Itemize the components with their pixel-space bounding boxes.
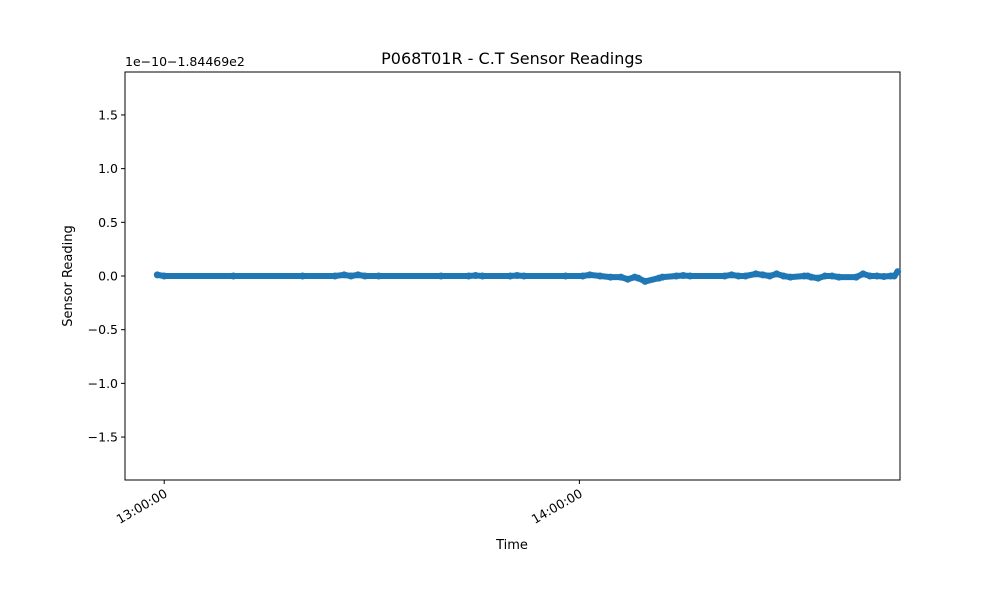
data-point [852,273,860,281]
data-point [814,274,822,282]
data-point [617,273,625,281]
data-point [520,272,528,280]
data-point [160,272,168,280]
data-point [742,272,749,280]
data-point [866,272,874,280]
data-point [579,272,587,280]
data-point [229,272,237,280]
data-point [331,272,339,280]
chart-title: P068T01R - C.T Sensor Readings [381,49,643,68]
data-point [873,272,881,280]
data-point [437,272,445,280]
data-point [354,271,362,279]
y-tick-label: 1.0 [98,161,118,176]
y-tick-label: −1.0 [88,376,118,391]
y-tick-label: −0.5 [88,322,118,337]
data-point [472,272,480,279]
data-point [759,271,767,279]
data-point [672,272,680,280]
data-point [721,272,729,280]
data-point [562,272,570,280]
y-tick-label: 0.5 [98,215,118,230]
data-point [586,271,594,279]
y-axis-label: Sensor Reading [61,225,76,326]
data-point [506,272,514,280]
x-tick-label: 13:00:00 [114,486,170,527]
data-point [658,273,666,281]
data-point [773,270,781,278]
data-point [880,273,888,280]
data-point [641,277,649,285]
y-tick-label: 1.5 [98,107,118,122]
x-axis-label: Time [495,538,528,553]
y-tick-label: −1.5 [88,430,118,445]
data-point [780,272,787,280]
data-point [821,272,829,280]
data-point [153,271,161,279]
data-point [299,272,307,280]
data-point [766,272,774,280]
data-point [859,270,867,278]
data-point [735,272,742,280]
data-point [752,270,760,278]
data-point [596,272,604,280]
data-point [624,275,632,283]
data-point [679,272,687,279]
data-point [786,273,794,281]
data-point [347,272,355,280]
data-point [686,272,694,280]
data-point [634,274,642,282]
data-point [728,271,736,279]
data-point [375,272,383,280]
series-layer [153,268,902,285]
y-tick-label: 0.0 [98,269,118,284]
data-point [340,271,348,279]
y-offset-text: 1e−10−1.84469e2 [125,54,245,69]
data-point [894,268,902,276]
data-point [465,272,473,280]
x-tick-label: 14:00:00 [529,486,585,527]
data-point [361,272,369,280]
y-axis-ticks: −1.5 −1.0 −0.5 0.0 0.5 1.0 1.5 [88,107,125,445]
data-point [807,273,815,281]
data-point [479,272,486,280]
x-axis-ticks: 13:00:00 14:00:00 [114,480,585,527]
data-point [835,273,843,281]
data-point [513,272,521,279]
data-point [828,272,836,280]
data-point [607,273,614,281]
